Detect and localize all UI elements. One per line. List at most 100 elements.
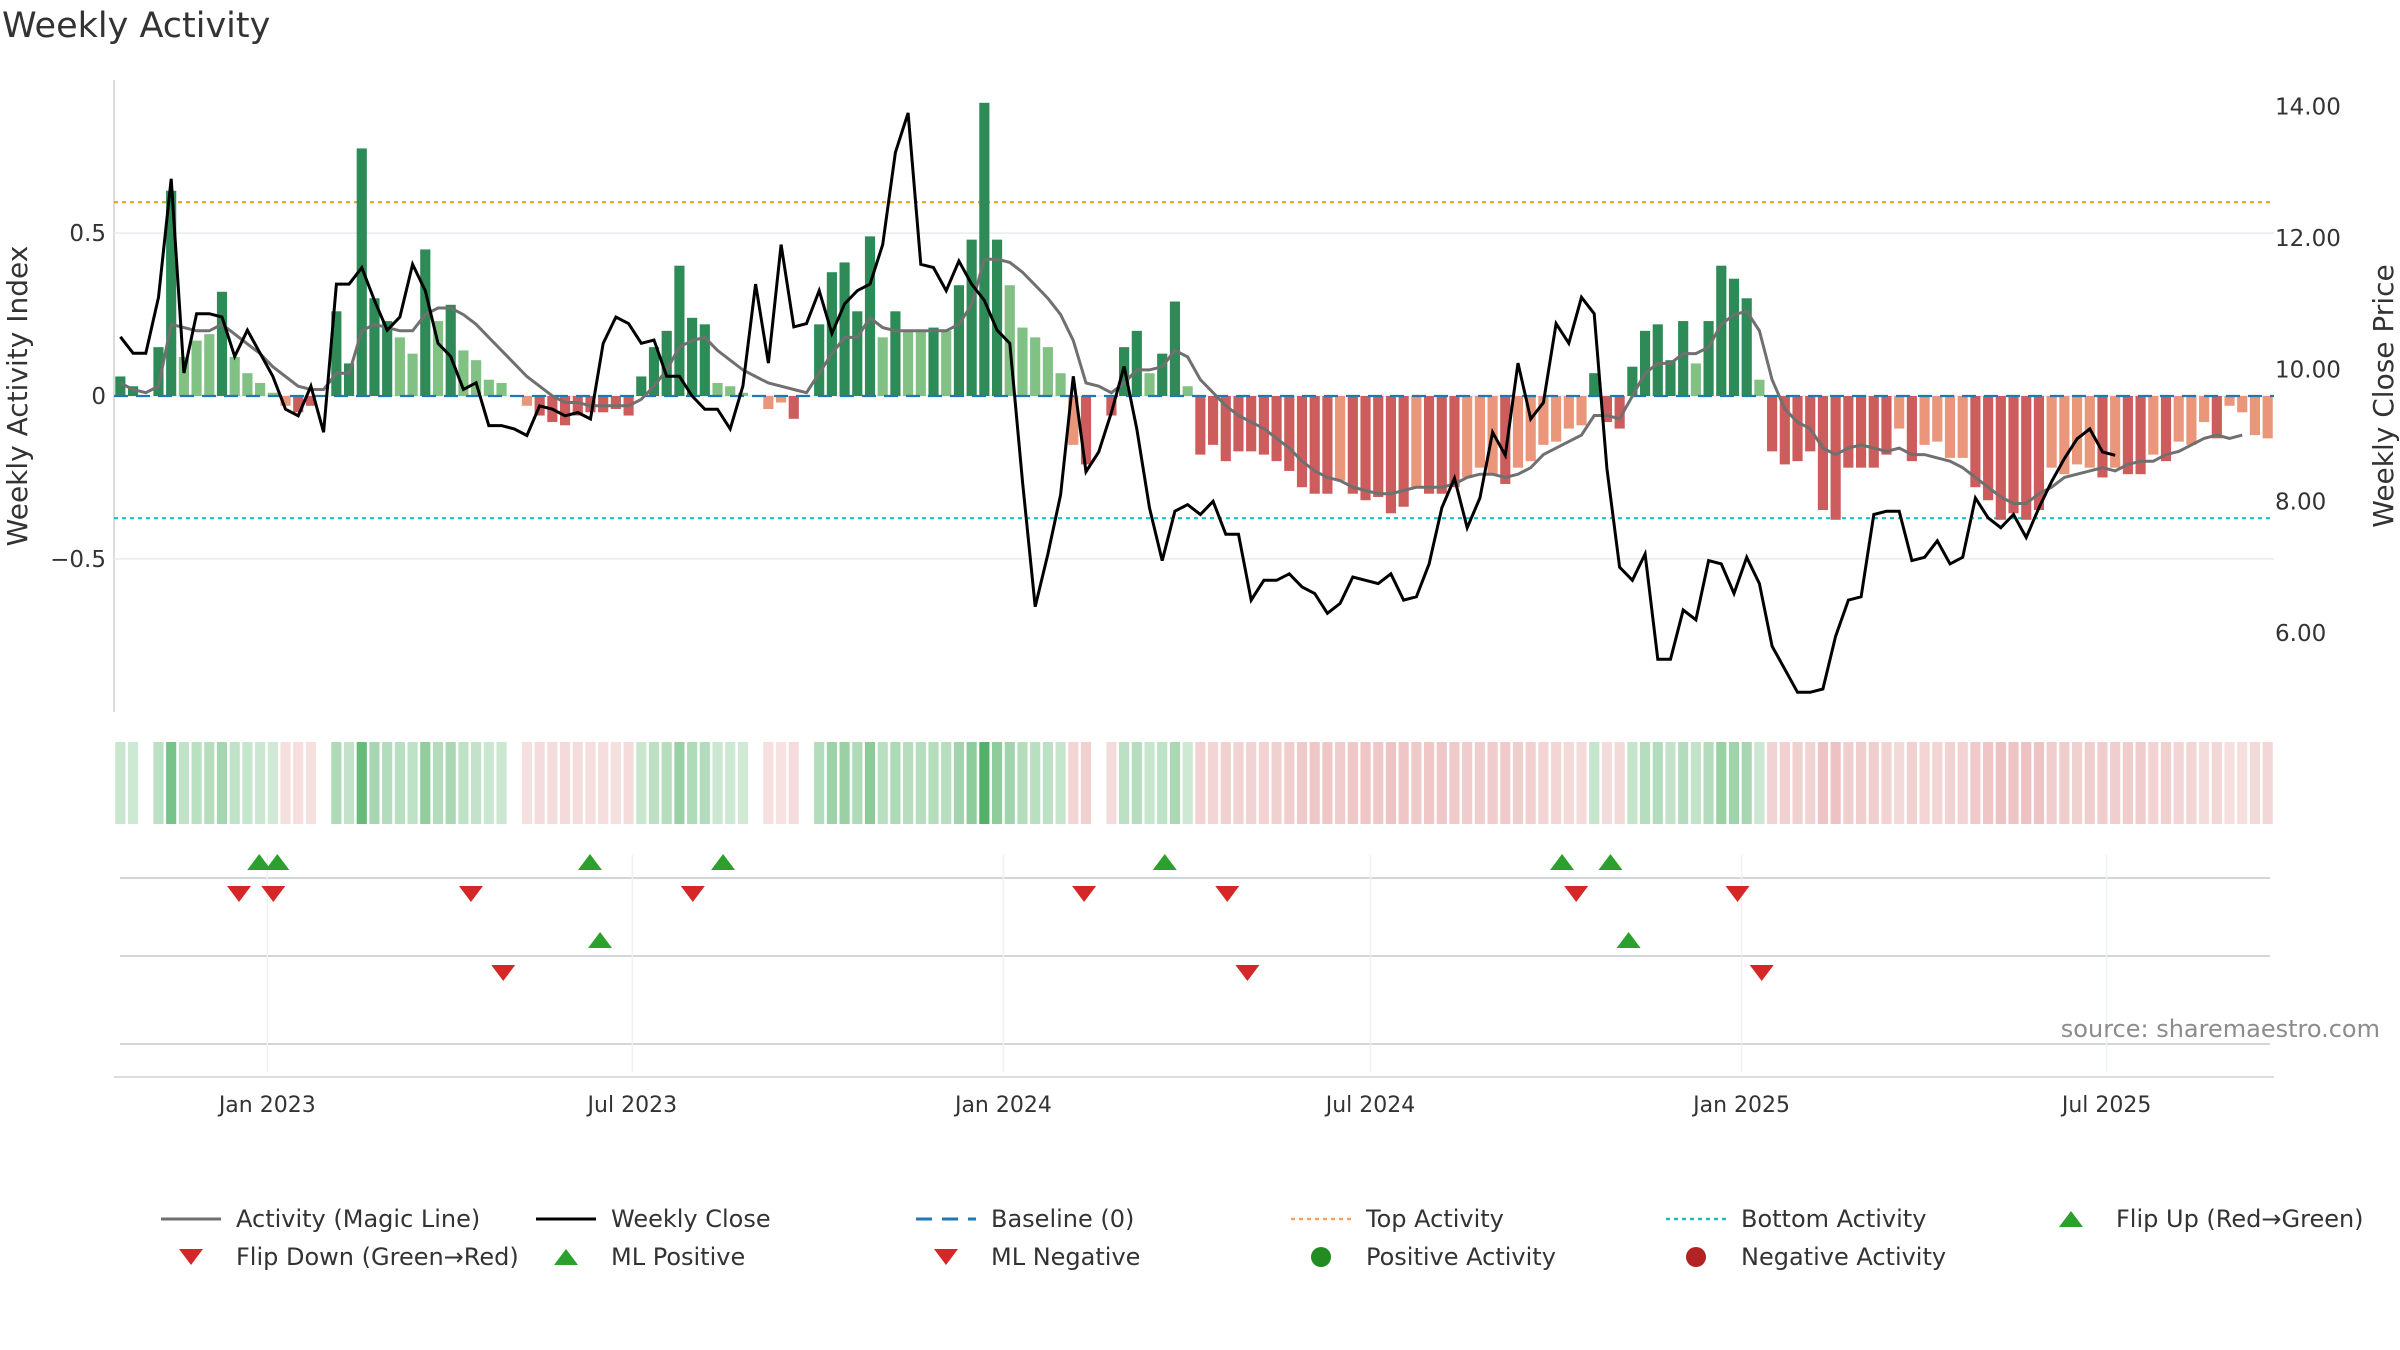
activity-bar	[1182, 386, 1193, 396]
heat-strip-cell	[1576, 742, 1587, 824]
activity-bar	[1906, 396, 1917, 462]
heat-strip-cell	[1233, 742, 1244, 824]
y2-tick-label: 12.00	[2275, 226, 2341, 252]
activity-bar	[687, 317, 698, 396]
activity-bar	[1551, 396, 1562, 442]
activity-bar	[585, 396, 596, 413]
activity-bar	[1462, 396, 1473, 478]
legend-label: Activity (Magic Line)	[236, 1205, 481, 1233]
activity-bar	[1728, 278, 1740, 396]
heat-strip-cell	[661, 742, 672, 824]
activity-bar	[2071, 396, 2083, 465]
activity-bar	[127, 386, 139, 396]
activity-bar	[890, 311, 901, 396]
activity-bar	[2160, 396, 2172, 462]
legend-item: Baseline (0)	[915, 1205, 1134, 1233]
heat-strip-cell	[1474, 742, 1485, 824]
activity-bar	[648, 347, 660, 396]
flip-up-marker	[247, 854, 272, 870]
flip-up-marker	[1152, 854, 1177, 870]
activity-bar	[1767, 396, 1778, 452]
flip-down-marker	[1725, 886, 1750, 902]
legend-item: Flip Down (Green→Red)	[160, 1243, 519, 1271]
heat-strip-cell	[763, 742, 774, 824]
heat-strip-cell	[1690, 742, 1701, 824]
legend-label: Flip Up (Red→Green)	[2116, 1205, 2364, 1233]
heat-strip-cell	[407, 742, 418, 824]
legend-item: ML Positive	[535, 1243, 745, 1271]
activity-bar	[1373, 396, 1384, 497]
activity-bar	[1296, 396, 1308, 488]
heat-strip-cell	[941, 742, 952, 824]
heat-strip-cell	[2110, 742, 2121, 824]
heat-strip-cell	[1347, 742, 1358, 824]
activity-bar	[1271, 396, 1282, 462]
legend-label: Bottom Activity	[1741, 1205, 1927, 1233]
legend-symbol-tri-down-icon	[160, 1245, 222, 1269]
heat-strip-cell	[547, 742, 558, 824]
activity-bar	[674, 265, 685, 396]
activity-bar	[598, 396, 609, 413]
heat-strip-cell	[1436, 742, 1447, 824]
activity-bar	[2262, 396, 2273, 439]
activity-bar	[407, 353, 418, 396]
activity-bar	[153, 347, 164, 396]
activity-bar	[280, 396, 291, 406]
activity-bar	[343, 363, 355, 396]
x-tick-label: Jul 2025	[2060, 1093, 2152, 1118]
heat-strip-cell	[2199, 742, 2210, 824]
activity-bar	[216, 291, 228, 396]
activity-bar	[1004, 285, 1015, 396]
activity-bar	[1995, 396, 2006, 520]
heat-strip-cell	[1017, 742, 1028, 824]
heat-strip-cell	[166, 742, 177, 824]
heat-strip-cell	[534, 742, 545, 824]
activity-bar	[1030, 337, 1041, 396]
legend-symbol-dash-icon	[915, 1207, 977, 1231]
heat-strip-cell	[331, 742, 342, 824]
activity-bar	[1042, 347, 1053, 396]
activity-bar	[1322, 396, 1333, 494]
heat-strip-cell	[216, 742, 228, 824]
heat-strip-cell	[2135, 742, 2146, 824]
heat-strip-cell	[826, 742, 837, 824]
heat-strip-cell	[1944, 742, 1956, 824]
activity-bar	[941, 330, 952, 396]
heat-strip-cell	[2071, 742, 2083, 824]
heat-strip-cell	[814, 742, 825, 824]
activity-bar	[1436, 396, 1447, 494]
heat-strip-cell	[1919, 742, 1930, 824]
heat-strip-cell	[1525, 742, 1536, 824]
activity-bar	[369, 298, 380, 396]
heat-strip-cell	[242, 742, 253, 824]
heat-strip-cell	[2211, 742, 2222, 824]
flip-down-marker	[458, 886, 483, 902]
activity-bar	[1678, 321, 1689, 396]
heat-strip-cell	[1589, 742, 1600, 824]
heat-strip-cell	[1716, 742, 1727, 824]
heat-strip-cell	[1665, 742, 1676, 824]
x-tick-label: Jan 2025	[1691, 1093, 1790, 1118]
heat-strip-cell	[1487, 742, 1498, 824]
heat-strip-cell	[1970, 742, 1981, 824]
legend-label: ML Negative	[991, 1243, 1141, 1271]
x-tick-label: Jul 2024	[1324, 1093, 1416, 1118]
source-credit: source: sharemaestro.com	[2060, 1015, 2380, 1043]
flip-down-marker	[227, 886, 252, 902]
activity-bar	[1525, 396, 1536, 462]
activity-bar	[1754, 379, 1765, 396]
activity-bar	[1017, 327, 1028, 396]
activity-bar	[1144, 373, 1155, 396]
ml-positive-marker	[1616, 932, 1641, 948]
heat-strip-cell	[1792, 742, 1803, 824]
heat-strip-cell	[1830, 742, 1841, 824]
activity-bar	[1411, 396, 1422, 488]
activity-bar	[1830, 396, 1841, 520]
activity-bar	[2059, 396, 2070, 475]
heat-strip-cell	[1220, 742, 1231, 824]
heat-strip-cell	[2021, 742, 2032, 824]
heat-strip-cell	[1131, 742, 1142, 824]
ml-negative-marker	[1235, 965, 1260, 981]
heat-strip-cell	[585, 742, 596, 824]
ml-negative-marker	[491, 965, 516, 981]
